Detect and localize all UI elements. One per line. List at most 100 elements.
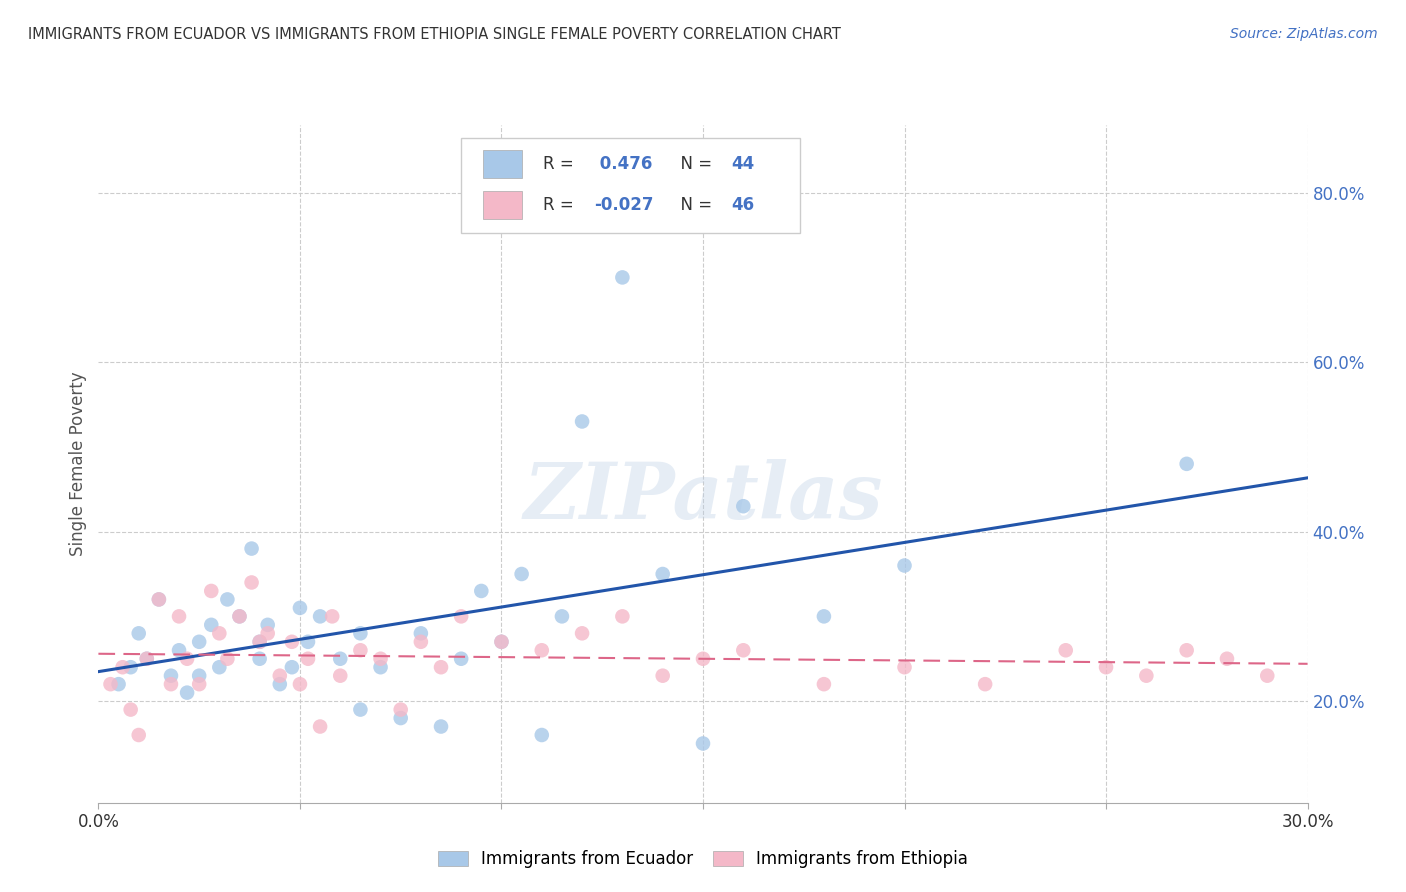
Point xyxy=(297,651,319,665)
Point xyxy=(1175,457,1198,471)
Point xyxy=(281,635,304,649)
Point xyxy=(256,617,278,632)
Point xyxy=(813,677,835,691)
Text: 46: 46 xyxy=(731,196,754,214)
Point xyxy=(651,567,673,582)
Point xyxy=(571,626,593,640)
Point xyxy=(281,660,304,674)
Text: Source: ZipAtlas.com: Source: ZipAtlas.com xyxy=(1230,27,1378,41)
Point xyxy=(228,609,250,624)
Text: -0.027: -0.027 xyxy=(595,196,654,214)
Point xyxy=(612,609,634,624)
Point xyxy=(1135,669,1157,683)
Y-axis label: Single Female Poverty: Single Female Poverty xyxy=(69,372,87,556)
Point xyxy=(1054,643,1077,657)
Point xyxy=(733,500,755,514)
Point xyxy=(329,669,352,683)
Point xyxy=(692,737,714,751)
Point xyxy=(135,651,157,665)
Point xyxy=(111,660,134,674)
Text: N =: N = xyxy=(671,155,717,173)
Point xyxy=(510,567,533,582)
Point xyxy=(450,609,472,624)
Point xyxy=(249,635,271,649)
Point xyxy=(135,651,157,665)
Point xyxy=(176,651,198,665)
Point xyxy=(288,601,311,615)
Point xyxy=(188,677,211,691)
Point xyxy=(651,669,673,683)
Point xyxy=(692,651,714,665)
Point xyxy=(612,270,634,285)
Text: R =: R = xyxy=(543,196,579,214)
Text: IMMIGRANTS FROM ECUADOR VS IMMIGRANTS FROM ETHIOPIA SINGLE FEMALE POVERTY CORREL: IMMIGRANTS FROM ECUADOR VS IMMIGRANTS FR… xyxy=(28,27,841,42)
Point xyxy=(228,609,250,624)
FancyBboxPatch shape xyxy=(482,150,522,178)
Point xyxy=(217,651,239,665)
Point xyxy=(389,711,412,725)
Point xyxy=(813,609,835,624)
Point xyxy=(249,635,271,649)
Point xyxy=(893,660,915,674)
Point xyxy=(409,626,432,640)
Point xyxy=(148,592,170,607)
Point xyxy=(389,703,412,717)
Point xyxy=(148,592,170,607)
Point xyxy=(491,635,513,649)
Point xyxy=(1216,651,1239,665)
Point xyxy=(107,677,129,691)
Point xyxy=(329,651,352,665)
Point xyxy=(430,719,453,733)
Point xyxy=(208,626,231,640)
Point xyxy=(430,660,453,674)
Point xyxy=(249,651,271,665)
Text: 44: 44 xyxy=(731,155,754,173)
Point xyxy=(1256,669,1278,683)
Point xyxy=(100,677,122,691)
Point xyxy=(188,669,211,683)
Text: ZIPatlas: ZIPatlas xyxy=(523,459,883,536)
Point xyxy=(321,609,343,624)
Point xyxy=(974,677,997,691)
Point xyxy=(530,728,553,742)
Point xyxy=(1175,643,1198,657)
Point xyxy=(200,583,222,598)
Point xyxy=(128,626,150,640)
Point xyxy=(370,651,392,665)
Point xyxy=(297,635,319,649)
Point xyxy=(167,609,190,624)
Point xyxy=(240,541,263,556)
Point xyxy=(370,660,392,674)
Point xyxy=(349,643,371,657)
Point xyxy=(256,626,278,640)
Point xyxy=(530,643,553,657)
Point xyxy=(176,686,198,700)
Point xyxy=(893,558,915,573)
Point xyxy=(309,609,332,624)
Point xyxy=(349,703,371,717)
Point xyxy=(470,583,492,598)
Point xyxy=(551,609,574,624)
Point xyxy=(733,643,755,657)
Text: N =: N = xyxy=(671,196,717,214)
Point xyxy=(128,728,150,742)
Point xyxy=(269,677,291,691)
Point xyxy=(491,635,513,649)
Point xyxy=(288,677,311,691)
FancyBboxPatch shape xyxy=(461,138,800,234)
Point xyxy=(309,719,332,733)
Legend: Immigrants from Ecuador, Immigrants from Ethiopia: Immigrants from Ecuador, Immigrants from… xyxy=(432,844,974,875)
Point xyxy=(120,703,142,717)
Point xyxy=(450,651,472,665)
FancyBboxPatch shape xyxy=(482,191,522,219)
Text: 0.476: 0.476 xyxy=(595,155,652,173)
Point xyxy=(200,617,222,632)
Point xyxy=(571,414,593,429)
Point xyxy=(160,669,183,683)
Point xyxy=(160,677,183,691)
Point xyxy=(269,669,291,683)
Text: R =: R = xyxy=(543,155,579,173)
Point xyxy=(1095,660,1118,674)
Point xyxy=(208,660,231,674)
Point xyxy=(240,575,263,590)
